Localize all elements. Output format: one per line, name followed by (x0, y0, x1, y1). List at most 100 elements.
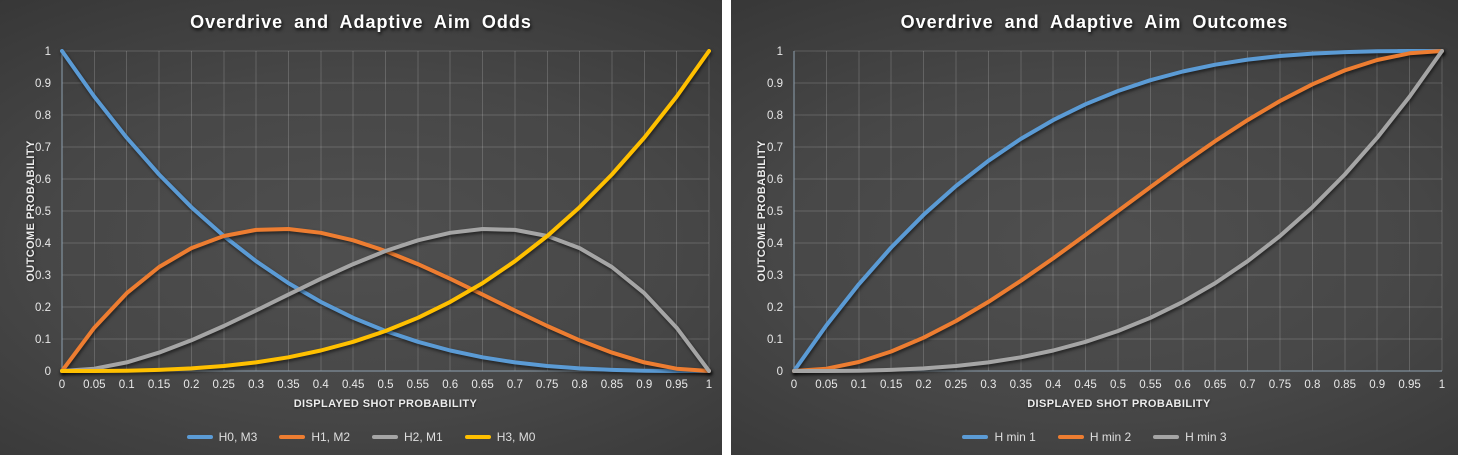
x-tick-label: 0.15 (880, 379, 902, 391)
y-tick-label: 0.1 (767, 334, 783, 346)
y-tick-label: 0.8 (35, 110, 51, 122)
x-tick-label: 0.8 (572, 379, 588, 391)
y-tick-label: 0.1 (35, 334, 51, 346)
plot-area: 0 0.05 0.1 0.15 0.2 0.25 0.3 0.35 0.4 0.45 0.5 0.55… (767, 46, 1445, 391)
chart-title: Overdrive and Adaptive Aim Outcomes (900, 12, 1289, 32)
y-tick-label: 0.2 (35, 302, 51, 314)
x-tick-label: 0.35 (277, 379, 299, 391)
legend-label: H2, M1 (404, 430, 443, 444)
x-tick-label: 0.15 (148, 379, 170, 391)
x-tick-label: 0.25 (213, 379, 235, 391)
chart-title: Overdrive and Adaptive Aim Odds (190, 12, 532, 32)
x-tick-label: 0.85 (601, 379, 623, 391)
legend-swatch-icon (279, 435, 306, 439)
y-tick-label: 0.2 (767, 302, 783, 314)
x-tick-label: 0.5 (1110, 379, 1126, 391)
y-tick-label: 0.8 (767, 110, 783, 122)
x-tick-label: 1 (1439, 379, 1445, 391)
x-tick-label: 0.7 (1240, 379, 1256, 391)
gridlines (62, 50, 710, 371)
y-tick-label: 0.5 (35, 206, 51, 218)
x-tick-label: 0.65 (471, 379, 493, 391)
x-tick-label: 0.1 (119, 379, 135, 391)
x-tick-label: 0.9 (636, 379, 652, 391)
legend-swatch-icon (1057, 435, 1084, 439)
legend-label: H1, M2 (311, 430, 350, 444)
x-tick-label: 0.05 (83, 379, 105, 391)
x-tick-label: 0.95 (1398, 379, 1420, 391)
x-tick-label: 0.55 (407, 379, 429, 391)
y-tick-label: 0.3 (767, 270, 783, 282)
series-line-h-min-1 (792, 49, 1444, 373)
legend-item: H1, M2 (279, 430, 350, 444)
legend-label: H min 2 (1089, 430, 1132, 444)
y-tick-label: 0.9 (35, 78, 51, 90)
x-tick-label: 0.35 (1010, 379, 1032, 391)
series-line-h2-m1 (60, 227, 711, 373)
legend-item: H min 2 (1057, 430, 1132, 444)
chart-odds[interactable]: Overdrive and Adaptive Aim Odds OUTCOME … (0, 0, 722, 455)
y-tick-label: 1 (777, 46, 783, 58)
x-tick-label: 0.95 (665, 379, 687, 391)
legend-label: H0, M3 (218, 430, 258, 444)
y-tick-label: 0 (45, 366, 51, 378)
y-tick-label: 0.6 (35, 174, 51, 186)
y-tick-label: 0.9 (767, 78, 783, 90)
legend-item: H2, M1 (372, 430, 443, 444)
x-tick-label: 0.5 (378, 379, 394, 391)
series-line-h-min-3 (792, 49, 1444, 373)
y-tick-labels: 0 0.1 0.2 0.3 0.4 0.5 0.6 0.7 0.8 0.9 1 (35, 46, 52, 378)
legend-swatch-icon (186, 435, 213, 439)
x-tick-label: 0.05 (815, 379, 837, 391)
legend-swatch-icon (962, 435, 989, 439)
y-tick-label: 0.3 (35, 270, 51, 282)
plot-area: 0 0.05 0.1 0.15 0.2 0.25 0.3 0.35 0.4 0.45 0.5 0.55… (35, 46, 712, 391)
y-tick-label: 0.5 (767, 206, 783, 218)
x-tick-labels: 0 0.05 0.1 0.15 0.2 0.25 0.3 0.35 0.4 0.45 0.5 0.55… (791, 379, 1445, 391)
y-tick-label: 1 (45, 46, 51, 58)
x-tick-label: 0.75 (536, 379, 558, 391)
x-tick-label: 0.2 (183, 379, 199, 391)
x-tick-label: 0.4 (313, 379, 330, 391)
x-tick-label: 0.65 (1204, 379, 1226, 391)
legend-label: H min 1 (994, 430, 1036, 444)
x-tick-label: 0.85 (1334, 379, 1356, 391)
y-tick-label: 0.4 (35, 238, 52, 250)
x-tick-label: 0.8 (1304, 379, 1320, 391)
legend-swatch-icon (372, 435, 398, 439)
gridlines (794, 50, 1443, 371)
y-tick-label: 0.6 (767, 174, 783, 186)
y-tick-label: 0.7 (35, 142, 51, 154)
legend-item: H min 3 (1153, 430, 1227, 444)
x-tick-label: 0.4 (1045, 379, 1062, 391)
legend-item: H0, M3 (186, 430, 258, 444)
series-line-h-min-2 (792, 49, 1444, 373)
x-tick-label: 0.6 (442, 379, 458, 391)
x-tick-label: 0.1 (851, 379, 867, 391)
x-tick-label: 0 (791, 379, 797, 391)
y-tick-labels: 0 0.1 0.2 0.3 0.4 0.5 0.6 0.7 0.8 0.9 1 (767, 46, 784, 378)
x-tick-label: 0.45 (1074, 379, 1096, 391)
x-tick-label: 0 (59, 379, 65, 391)
x-tick-label: 0.6 (1175, 379, 1191, 391)
chart-outcomes[interactable]: Overdrive and Adaptive Aim Outcomes OUTC… (731, 0, 1458, 455)
legend-swatch-icon (464, 435, 491, 439)
x-tick-label: 0.9 (1369, 379, 1385, 391)
x-tick-label: 0.55 (1139, 379, 1161, 391)
legend: H0, M3 H1, M2 H2, M1 H3, M0 (0, 430, 722, 444)
y-tick-label: 0.7 (767, 142, 783, 154)
x-tick-label: 0.2 (916, 379, 932, 391)
x-tick-label: 0.25 (945, 379, 967, 391)
legend-item: H3, M0 (464, 430, 535, 444)
series-line-h3-m0 (60, 49, 711, 373)
x-tick-label: 0.3 (248, 379, 264, 391)
legend-item: H min 1 (962, 430, 1036, 444)
x-tick-label: 1 (706, 379, 712, 391)
series-lines (60, 49, 711, 373)
x-tick-labels: 0 0.05 0.1 0.15 0.2 0.25 0.3 0.35 0.4 0.45 0.5 0.55… (59, 379, 712, 391)
y-tick-label: 0 (777, 366, 783, 378)
legend-swatch-icon (1153, 435, 1180, 439)
series-lines (792, 49, 1444, 373)
x-tick-label: 0.3 (980, 379, 996, 391)
